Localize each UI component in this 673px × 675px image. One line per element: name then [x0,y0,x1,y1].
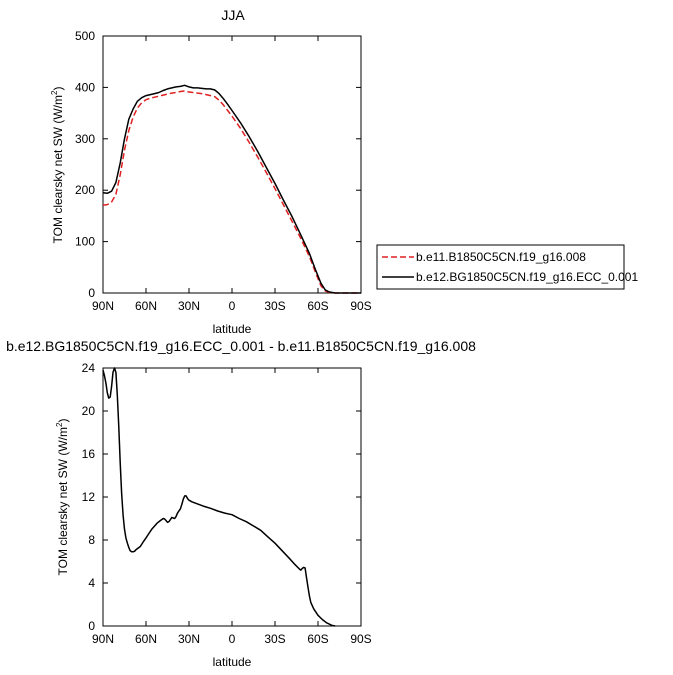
top-y-ticks: 0 100 200 300 400 500 [75,29,361,300]
bottom-x-tick-label: 60S [307,632,328,646]
top-x-tick-label: 0 [229,299,236,313]
top-chart: 0 100 200 300 400 500 90N 60N 30N 0 30S 60S 90S lat… [50,29,372,336]
top-x-ticks: 90N 60N 30N 0 30S 60S 90S [92,36,372,313]
top-y-tick-label: 200 [75,183,95,197]
bottom-y-axis-label-close: ) [56,419,70,423]
bottom-x-tick-label: 60N [135,632,157,646]
bottom-x-tick-label: 30S [264,632,285,646]
top-y-tick-label: 400 [75,80,95,94]
bottom-x-tick-label: 90S [350,632,371,646]
bottom-x-tick-label: 0 [229,632,236,646]
top-y-tick-label: 500 [75,29,95,43]
top-y-axis-label-sup: 2 [50,90,59,95]
bottom-series [102,367,336,627]
top-chart-title: JJA [221,7,245,23]
top-y-tick-label: 0 [88,286,95,300]
bottom-y-axis-label-sup: 2 [55,422,64,427]
bottom-y-tick-label: 8 [88,533,95,547]
top-y-axis-label: TOM clearsky net SW (W/m2) [50,87,65,244]
bottom-y-axis-label-text: TOM clearsky net SW (W/m [56,427,70,575]
bottom-y-ticks: 0 4 8 12 16 20 24 [82,361,361,633]
top-series-line-2 [102,84,361,294]
legend-box [376,244,625,290]
top-x-axis-label: latitude [213,322,252,336]
top-y-tick-label: 100 [75,235,95,249]
bottom-x-tick-label: 30N [178,632,200,646]
top-series [102,84,361,294]
top-y-tick-label: 300 [75,132,95,146]
bottom-x-ticks: 90N 60N 30N 0 30S 60S 90S [92,368,372,646]
top-x-tick-label: 90S [350,299,371,313]
bottom-y-tick-label: 12 [82,490,96,504]
top-x-tick-label: 60S [307,299,328,313]
bottom-y-tick-label: 16 [82,447,96,461]
bottom-y-tick-label: 0 [88,619,95,633]
top-y-axis-label-text: TOM clearsky net SW (W/m [51,95,65,243]
bottom-x-axis-label: latitude [213,655,252,669]
top-x-tick-label: 30S [264,299,285,313]
legend: b.e11.B1850C5CN.f19_g16.008 b.e12.BG1850… [376,244,638,290]
top-x-tick-label: 60N [135,299,157,313]
bottom-x-tick-label: 90N [92,632,114,646]
top-x-tick-label: 30N [178,299,200,313]
top-y-axis-label-close: ) [51,87,65,91]
bottom-chart: 0 4 8 12 16 20 24 90N 60N 30N 0 30S 60S 90S latitude… [55,361,372,669]
bottom-y-tick-label: 4 [88,576,95,590]
top-x-tick-label: 90N [92,299,114,313]
top-series-line-1 [102,90,361,294]
bottom-chart-title: b.e12.BG1850C5CN.f19_g16.ECC_0.001 - b.e… [6,338,476,354]
legend-label-series-1: b.e11.B1850C5CN.f19_g16.008 [416,250,586,264]
bottom-y-tick-label: 20 [82,404,96,418]
legend-label-series-2: b.e12.BG1850C5CN.f19_g16.ECC_0.001 [416,270,638,284]
bottom-y-axis-label: TOM clearsky net SW (W/m2) [55,419,70,576]
bottom-y-tick-label: 24 [82,361,96,375]
bottom-series-line-1 [102,367,336,627]
